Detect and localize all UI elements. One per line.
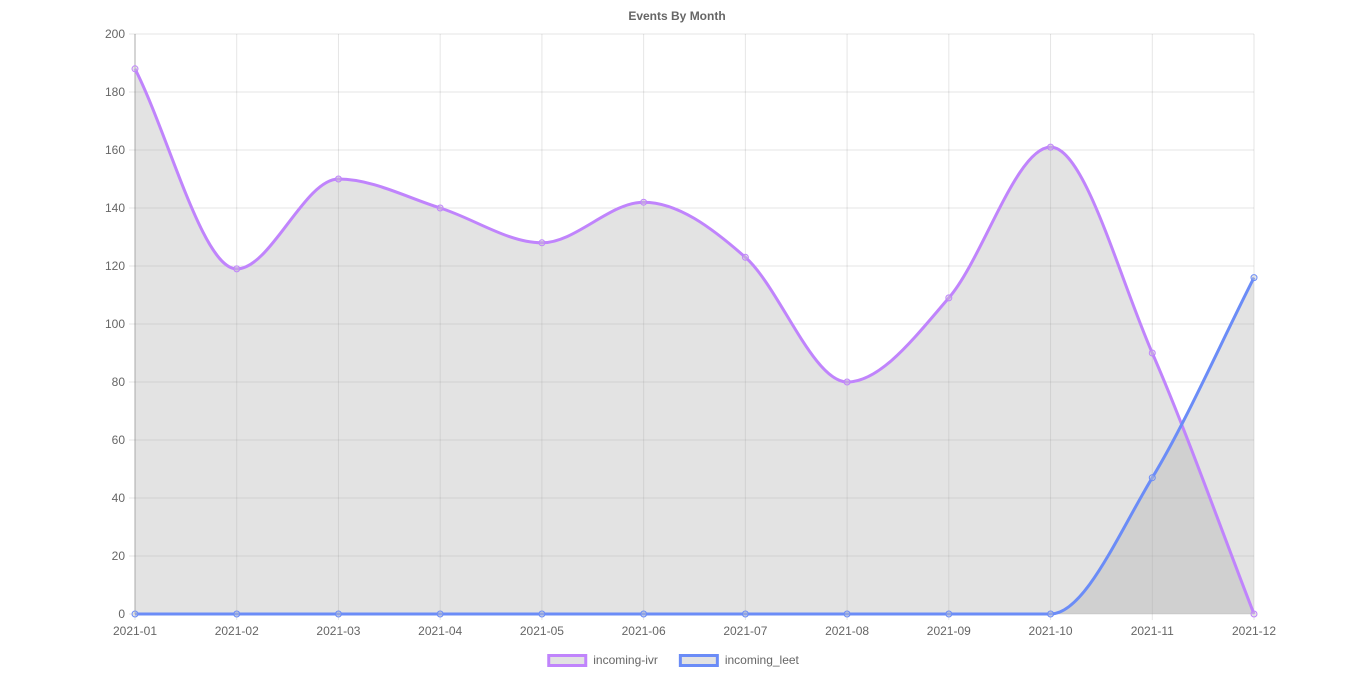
x-tick-label: 2021-07 [723,624,767,638]
series-lines [133,68,1256,616]
x-axis-ticks: 2021-01 2021-02 2021-03 2021-04 2021-05 2021-… [113,624,1276,638]
area-fills [135,68,1254,615]
legend[interactable]: incoming-ivr incoming_leet [547,653,800,667]
data-point[interactable] [334,175,342,183]
data-point[interactable] [1148,474,1156,482]
x-tick-label: 2021-01 [113,624,157,638]
y-tick-label: 40 [112,491,126,505]
y-tick-label: 20 [112,549,126,563]
legend-label: incoming_leet [725,653,800,667]
x-tick-label: 2021-02 [215,624,259,638]
series-line-incoming-ivr [133,68,1256,615]
data-point[interactable] [640,610,648,618]
chart-title: Events By Month [628,9,725,23]
legend-swatch [678,654,719,667]
data-point[interactable] [233,265,241,273]
data-point[interactable] [843,378,851,386]
grid [129,33,1255,620]
y-tick-label: 0 [118,607,125,621]
y-tick-label: 120 [105,259,125,273]
x-tick-label: 2021-10 [1029,624,1073,638]
data-point[interactable] [640,198,648,206]
x-tick-label: 2021-09 [927,624,971,638]
series-area-incoming_leet [135,277,1254,614]
data-point[interactable] [334,610,342,618]
data-point[interactable] [1047,143,1055,151]
y-tick-label: 180 [105,85,125,99]
y-tick-label: 100 [105,317,125,331]
x-tick-label: 2021-08 [825,624,869,638]
legend-label: incoming-ivr [593,653,658,667]
x-tick-label: 2021-03 [316,624,360,638]
data-point[interactable] [233,610,241,618]
legend-item-incoming_leet[interactable]: incoming_leet [678,653,800,667]
data-point[interactable] [843,610,851,618]
data-point[interactable] [436,204,444,212]
series-line-incoming_leet [134,276,1256,616]
data-point[interactable] [538,610,546,618]
y-tick-label: 140 [105,201,125,215]
x-tick-label: 2021-11 [1131,624,1174,638]
x-tick-label: 2021-05 [520,624,564,638]
series-area-incoming-ivr [135,68,1254,615]
x-tick-label: 2021-12 [1232,624,1276,638]
y-tick-label: 60 [112,433,126,447]
data-point[interactable] [1250,274,1258,282]
legend-swatch [547,654,588,667]
y-tick-label: 200 [105,27,125,41]
y-tick-label: 160 [105,143,125,157]
data-point[interactable] [131,65,139,73]
data-point[interactable] [131,610,139,618]
data-point[interactable] [741,253,749,261]
data-point[interactable] [741,610,749,618]
x-tick-label: 2021-04 [418,624,462,638]
y-axis-ticks: 0 20 40 60 80 100 120 140 160 180 200 [105,27,125,621]
legend-item-incoming-ivr[interactable]: incoming-ivr [547,653,658,667]
x-tick-label: 2021-06 [622,624,666,638]
data-points [131,65,1258,618]
data-point[interactable] [945,294,953,302]
data-point[interactable] [538,239,546,247]
data-point[interactable] [436,610,444,618]
y-tick-label: 80 [112,375,126,389]
data-point[interactable] [1148,349,1156,357]
data-point[interactable] [1047,610,1055,618]
data-point[interactable] [1250,610,1258,618]
data-point[interactable] [945,610,953,618]
